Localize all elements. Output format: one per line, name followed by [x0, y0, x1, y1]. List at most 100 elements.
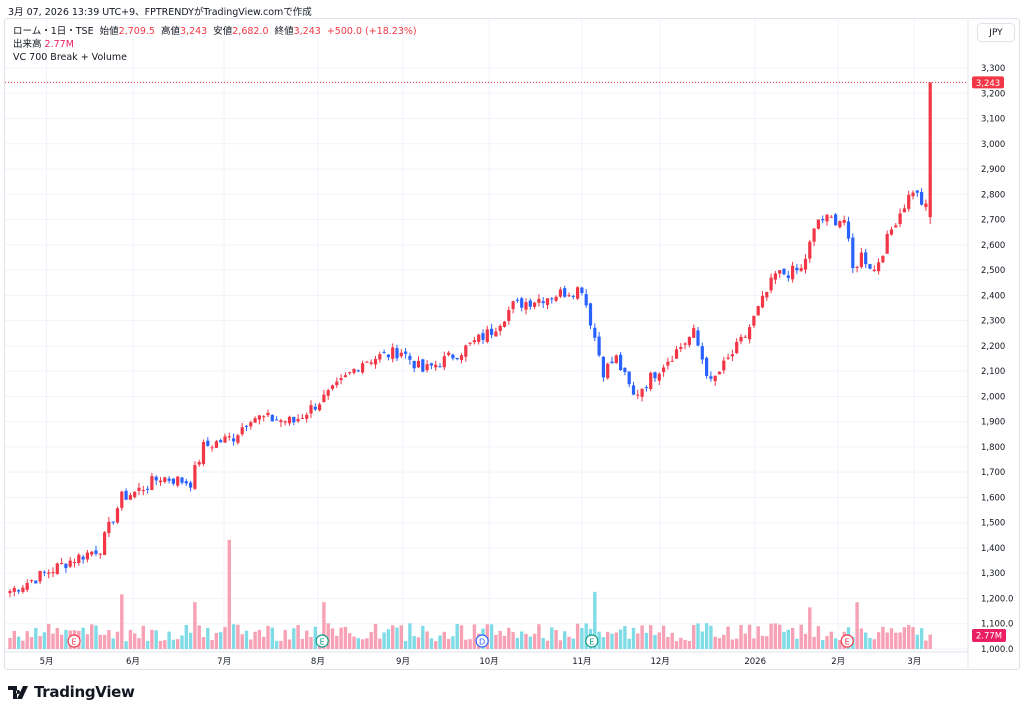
volume-bar: [180, 635, 184, 649]
volume-bar: [653, 634, 657, 649]
currency-button[interactable]: JPY: [977, 23, 1015, 42]
candle-body: [107, 521, 111, 534]
volume-bar: [743, 633, 747, 649]
event-marker-label: E: [845, 638, 850, 647]
candle-body: [795, 267, 799, 271]
candle-body: [150, 476, 154, 490]
volume-bar: [924, 640, 928, 649]
volume-bar: [262, 636, 266, 649]
change-value: +500.0 (+18.23%): [326, 26, 417, 37]
candle-body: [881, 255, 885, 263]
volume-bar: [696, 623, 700, 649]
y-tick-label: 2,100: [981, 367, 1005, 377]
volume-bar: [769, 623, 773, 649]
candle-body: [859, 252, 863, 268]
volume-bar: [369, 631, 373, 649]
candle-body: [90, 551, 94, 555]
candle-body: [649, 372, 653, 390]
candle-body: [700, 346, 704, 360]
volume-bar: [85, 634, 90, 649]
candle-body: [103, 532, 107, 555]
candle-body: [877, 262, 881, 272]
volume-bar: [167, 631, 171, 649]
volume-bar: [266, 625, 270, 649]
volume-bar: [98, 634, 102, 649]
volume-bar: [322, 602, 326, 649]
candle-body: [640, 388, 644, 397]
brand-name: TradingView: [34, 683, 135, 701]
volume-bar: [257, 629, 262, 649]
volume-bar: [649, 625, 653, 649]
candle-body: [60, 562, 64, 564]
volume-bar: [919, 628, 924, 649]
candle-body: [120, 491, 124, 508]
volume-bar: [928, 634, 932, 649]
candle-body: [571, 295, 575, 297]
volume-bar: [128, 629, 133, 649]
candle-body: [219, 440, 223, 443]
candle-body: [124, 490, 128, 500]
volume-bar: [864, 632, 868, 649]
candle-body: [782, 268, 786, 275]
candle-body: [223, 436, 227, 443]
volume-bar: [713, 636, 717, 649]
candle-body: [769, 277, 773, 291]
candle-body: [408, 355, 412, 360]
candle-body: [825, 214, 829, 222]
candle-body: [550, 298, 554, 300]
candle-body: [644, 387, 648, 389]
candle-body: [455, 357, 459, 360]
candle-body: [554, 296, 558, 301]
volume-value: 2.77M: [44, 39, 74, 50]
candle-body: [313, 406, 317, 410]
volume-bar: [790, 627, 795, 649]
volume-bar: [244, 630, 249, 649]
candle-body: [206, 440, 210, 446]
volume-bar: [472, 624, 477, 649]
volume-bar: [881, 626, 885, 649]
symbol-label[interactable]: ローム・1日・TSE: [13, 26, 94, 37]
tradingview-logo[interactable]: TradingView: [8, 683, 135, 701]
candle-body: [511, 301, 515, 310]
candle-body: [752, 315, 756, 326]
candle-body: [421, 359, 425, 372]
candle-body: [623, 367, 627, 373]
volume-bar: [657, 632, 661, 649]
y-tick-label: 2,300: [981, 317, 1005, 327]
candle-body: [128, 495, 132, 500]
volume-bar: [636, 633, 640, 649]
volume-bar: [279, 640, 283, 649]
candle-body: [184, 481, 188, 484]
volume-bar: [520, 631, 524, 649]
volume-bar: [670, 632, 674, 649]
candle-body: [382, 352, 386, 354]
candle-body: [717, 371, 722, 375]
volume-bar: [421, 625, 425, 649]
x-tick-label: 2月: [831, 657, 845, 667]
volume-bar: [296, 625, 300, 649]
volume-bar: [898, 632, 902, 649]
candle-body: [834, 214, 838, 226]
volume-bar: [309, 637, 313, 649]
candle-body: [386, 354, 390, 358]
chart-caption: 3月 07, 2026 13:39 UTC+9、FPTRENDYがTrading…: [8, 7, 312, 18]
candle-body: [670, 360, 674, 362]
candle-body: [683, 343, 687, 345]
candle-body: [760, 295, 765, 308]
volume-bar: [231, 624, 236, 649]
candle-body: [855, 266, 859, 268]
volume-bar: [726, 626, 730, 649]
candle-body: [537, 298, 541, 303]
candle-body: [12, 587, 16, 592]
candle-body: [726, 357, 730, 359]
candle-body: [47, 572, 51, 574]
indicator-label[interactable]: VC 700 Break + Volume: [13, 52, 128, 63]
volume-bar: [778, 624, 782, 649]
candle-body: [889, 229, 894, 235]
candle-body: [490, 328, 494, 335]
y-tick-label: 2,800: [981, 190, 1005, 200]
volume-bar: [550, 627, 554, 649]
candle-body: [356, 370, 360, 372]
event-marker-D: [475, 634, 489, 648]
